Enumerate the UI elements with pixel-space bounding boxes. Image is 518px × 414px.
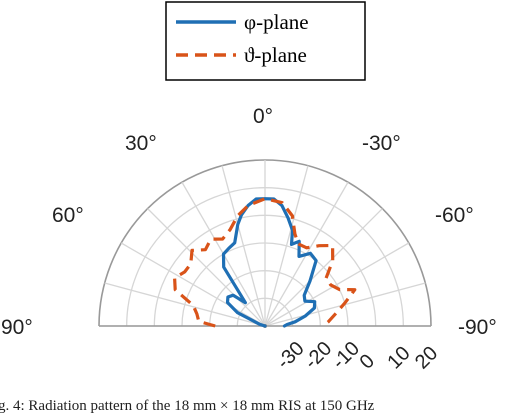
theta-tick-label: -60° <box>435 204 474 227</box>
theta-grid-spoke <box>264 165 309 327</box>
theta-grid-spoke <box>120 242 266 327</box>
polar-grid <box>98 159 432 328</box>
theta-tick-label: 90° <box>1 316 33 339</box>
theta-grid-spoke <box>104 282 266 327</box>
legend-box <box>165 1 366 81</box>
theta-grid-spoke <box>264 242 410 327</box>
theta-grid-spoke <box>264 208 383 327</box>
theta-tick-label: 0° <box>253 105 273 128</box>
series-line-theta-plane <box>173 197 357 328</box>
r-tick-label: 20 <box>411 342 442 373</box>
theta-tick-label: -90° <box>458 316 497 339</box>
theta-tick-label: 30° <box>125 132 157 155</box>
figure-caption: g. 4: Radiation pattern of the 18 mm × 1… <box>0 398 375 414</box>
theta-tick-label: 60° <box>52 204 84 227</box>
legend-label-theta: ϑ-plane <box>244 43 307 67</box>
legend: φ-plane ϑ-plane <box>165 1 366 81</box>
r-tick-label: 0 <box>356 350 379 373</box>
theta-grid-spoke <box>147 208 266 327</box>
theta-grid-spoke <box>221 165 266 327</box>
theta-tick-label: -30° <box>362 132 401 155</box>
series-layer <box>173 197 357 328</box>
legend-label-phi: φ-plane <box>244 10 309 34</box>
